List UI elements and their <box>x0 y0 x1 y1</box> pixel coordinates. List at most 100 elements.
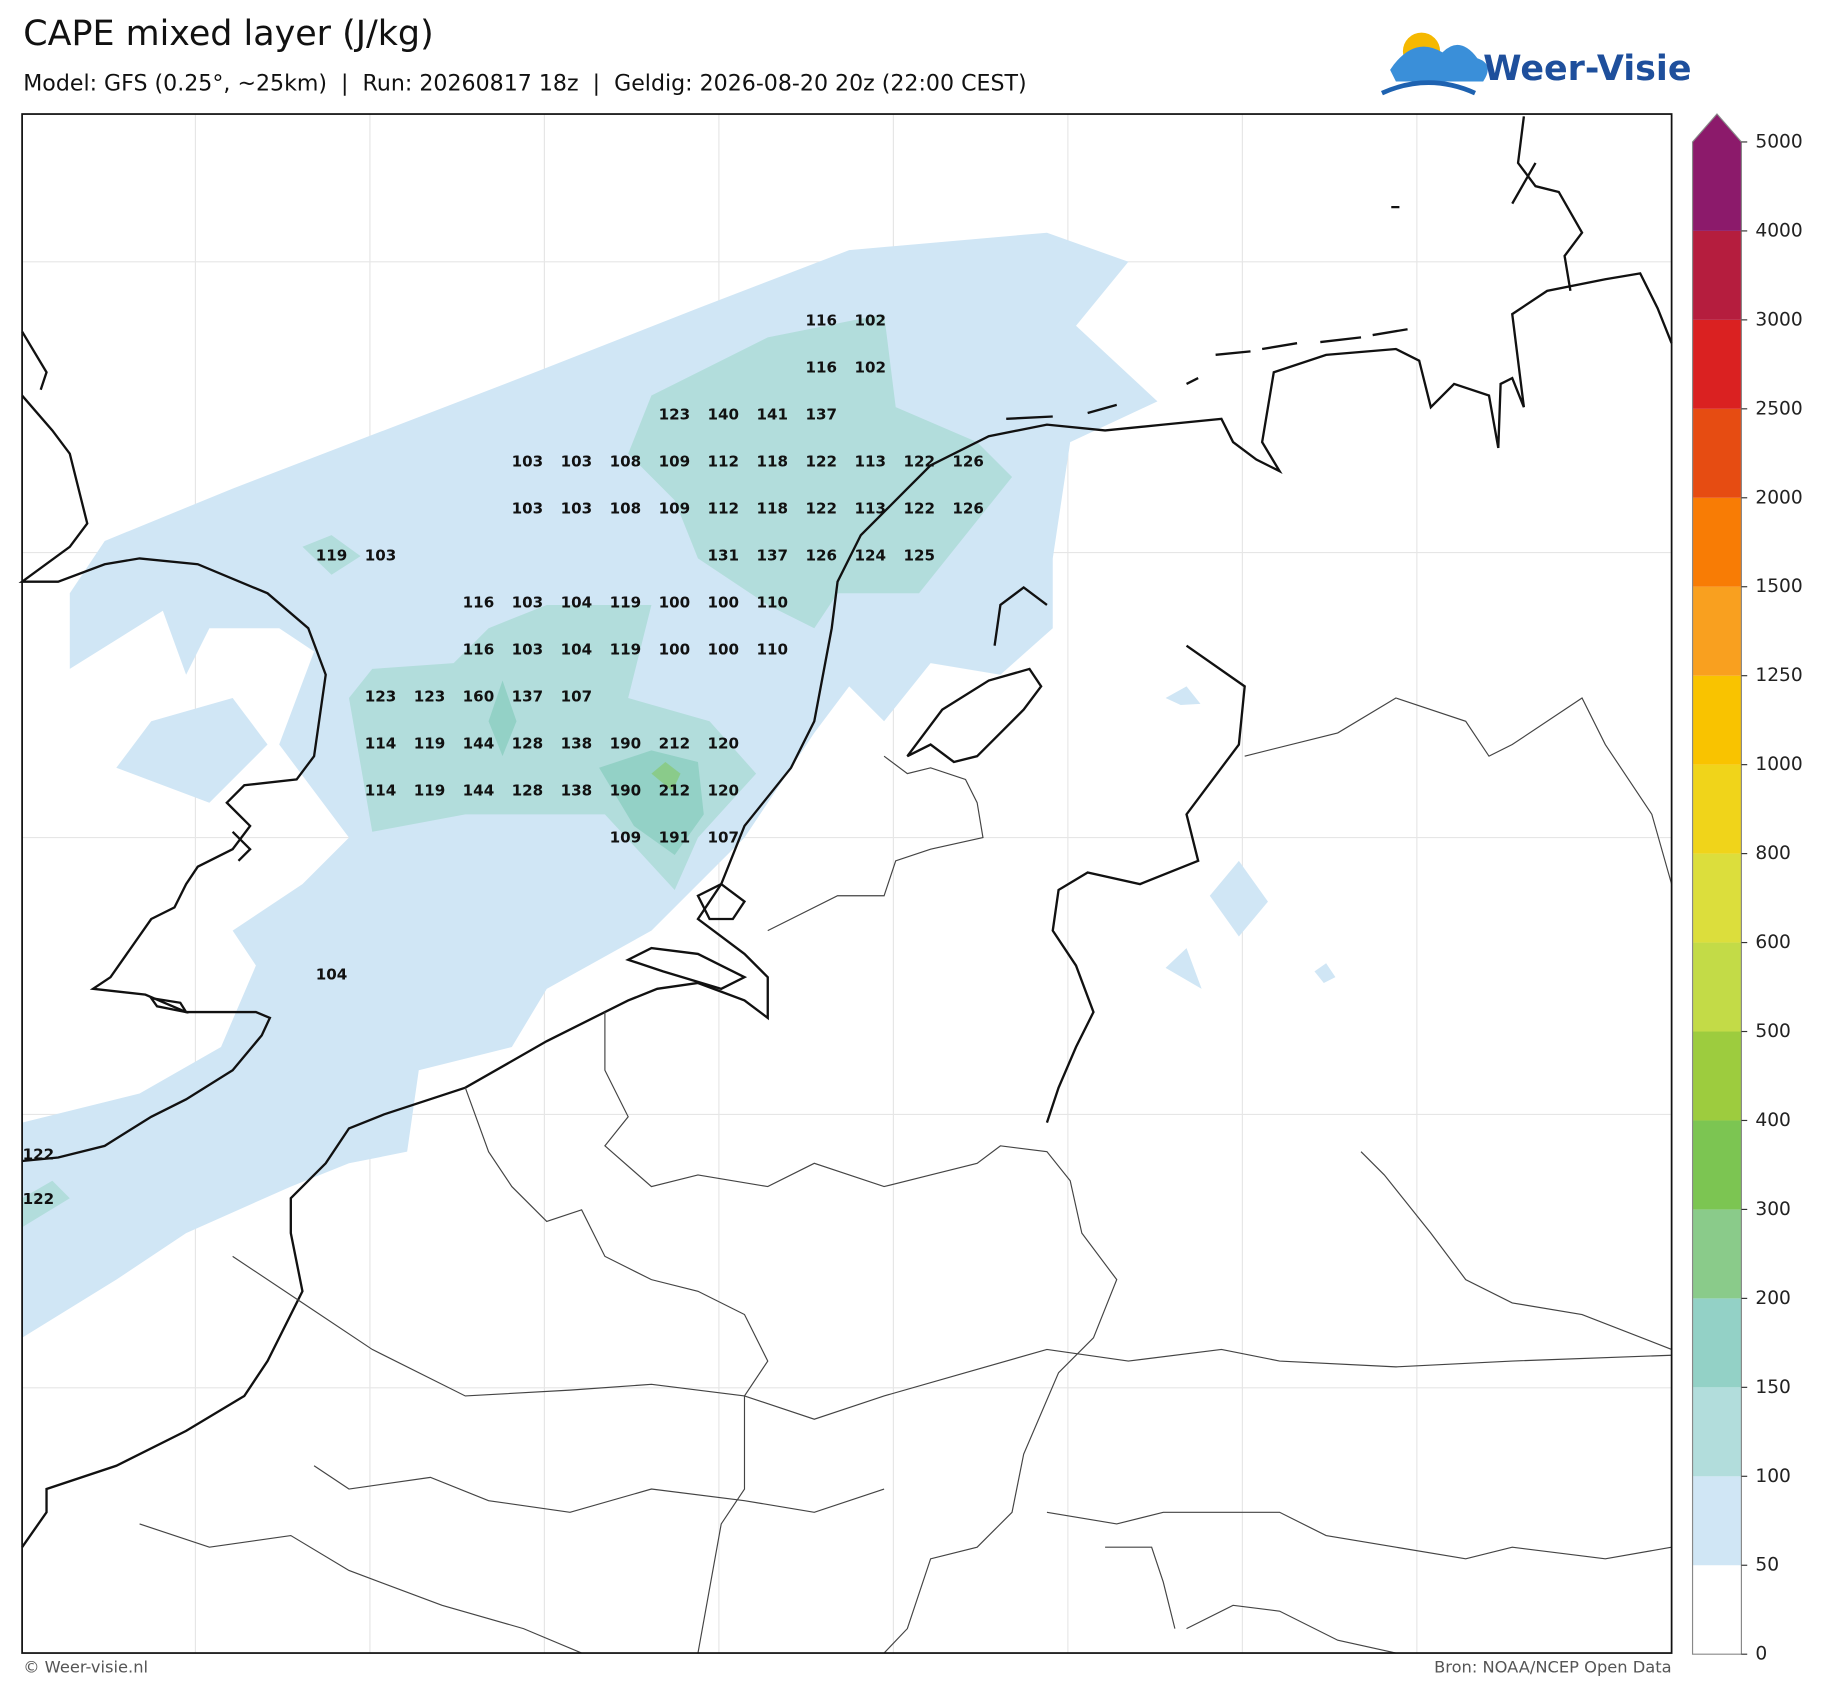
cape-value: 116 <box>805 312 837 330</box>
colorbar-tick-label: 300 <box>1755 1199 1791 1220</box>
cape-value: 100 <box>659 594 691 612</box>
colorbar-tick-label: 1500 <box>1755 576 1802 597</box>
colorbar-tick-label: 4000 <box>1755 220 1802 241</box>
colorbar-swatch <box>1692 1298 1742 1388</box>
cape-value: 114 <box>365 735 397 753</box>
colorbar-swatch <box>1692 497 1742 587</box>
footer-source: Bron: NOAA/NCEP Open Data <box>1434 1658 1672 1677</box>
colorbar-tick-label: 0 <box>1755 1644 1767 1665</box>
colorbar-tick-label: 1000 <box>1755 754 1802 775</box>
cape-value: 103 <box>512 453 544 471</box>
colorbar: 0 50 100 150 200 300 400 500 600 800 1000 1250 1500 2… <box>1691 113 1803 1665</box>
cape-value: 123 <box>659 406 691 424</box>
cape-value: 116 <box>805 359 837 377</box>
colorbar-outline <box>1691 113 1742 1655</box>
cape-value: 118 <box>757 453 789 471</box>
cape-value: 118 <box>757 500 789 518</box>
colorbar-swatch <box>1692 853 1742 943</box>
colorbar-swatch <box>1692 675 1742 765</box>
cape-value: 109 <box>610 829 642 847</box>
cape-value: 108 <box>610 453 642 471</box>
colorbar-tick-label: 150 <box>1755 1377 1791 1398</box>
cape-value: 103 <box>561 500 593 518</box>
footer-credit: © Weer-visie.nl <box>23 1658 148 1677</box>
cape-value: 114 <box>365 782 397 800</box>
colorbar-tick-label: 50 <box>1755 1555 1779 1576</box>
cape-labels: 116 102 116 102 123 140 141 137 103 103 108 109 112 1… <box>23 312 984 1208</box>
cape-value: 119 <box>414 735 446 753</box>
cape-value: 116 <box>463 641 495 659</box>
cape-value: 110 <box>757 594 789 612</box>
map: 116 102 116 102 123 140 141 137 103 103 108 109 112 1… <box>18 113 1673 1654</box>
colorbar-swatch <box>1692 1565 1742 1655</box>
colorbar-tick-label: 5000 <box>1755 131 1802 152</box>
cape-value: 100 <box>708 594 740 612</box>
cape-value: 160 <box>463 688 495 706</box>
cape-value: 104 <box>561 641 593 659</box>
cape-value: 112 <box>708 453 740 471</box>
colorbar-tick-label: 600 <box>1755 932 1791 953</box>
colorbar-tick-label: 1250 <box>1755 665 1802 686</box>
cape-value: 126 <box>805 547 837 565</box>
cape-value: 123 <box>414 688 446 706</box>
cape-value: 108 <box>610 500 642 518</box>
colorbar-swatch <box>1692 1120 1742 1210</box>
colorbar-extension <box>1692 114 1742 142</box>
colorbar-tick-label: 100 <box>1755 1466 1791 1487</box>
cape-value: 140 <box>708 406 740 424</box>
cape-value: 122 <box>23 1146 55 1164</box>
colorbar-swatch <box>1692 586 1742 676</box>
coastlines <box>18 116 1673 1548</box>
cape-value: 128 <box>512 782 544 800</box>
cape-value: 100 <box>708 641 740 659</box>
cape-value: 138 <box>561 782 593 800</box>
cape-value: 126 <box>952 500 984 518</box>
logo: Weer-Visie <box>1381 32 1692 96</box>
cape-value: 122 <box>903 500 935 518</box>
cape-value: 190 <box>610 782 642 800</box>
colorbar-tick-label: 500 <box>1755 1021 1791 1042</box>
cape-value: 110 <box>757 641 789 659</box>
cape-value: 144 <box>463 782 495 800</box>
cape-value: 120 <box>708 782 740 800</box>
cape-shading <box>22 232 1336 1338</box>
colorbar-swatch <box>1692 764 1742 854</box>
cape-value: 116 <box>463 594 495 612</box>
cape-value: 119 <box>610 641 642 659</box>
cape-value: 122 <box>805 453 837 471</box>
colorbar-swatch <box>1692 230 1742 320</box>
cape-value: 103 <box>512 594 544 612</box>
colorbar-tick-label: 3000 <box>1755 309 1802 330</box>
cape-value: 107 <box>708 829 740 847</box>
colorbar-tick-label: 200 <box>1755 1288 1791 1309</box>
cape-value: 122 <box>903 453 935 471</box>
cape-value: 112 <box>708 500 740 518</box>
colorbar-tick-label: 2500 <box>1755 398 1802 419</box>
colorbar-swatch <box>1692 319 1742 409</box>
cape-value: 119 <box>414 782 446 800</box>
cape-value: 122 <box>23 1190 55 1208</box>
cape-value: 124 <box>854 547 886 565</box>
cape-value: 119 <box>610 594 642 612</box>
colorbar-tick-label: 400 <box>1755 1110 1791 1131</box>
cape-value: 109 <box>659 500 691 518</box>
colorbar-tick-label: 800 <box>1755 843 1791 864</box>
subtitle: Model: GFS (0.25°, ~25km) | Run: 2026081… <box>23 70 1026 96</box>
cape-value: 107 <box>561 688 593 706</box>
cape-value: 103 <box>512 641 544 659</box>
cape-value: 103 <box>561 453 593 471</box>
cape-value: 109 <box>659 453 691 471</box>
cape-value: 138 <box>561 735 593 753</box>
cape-value: 126 <box>952 453 984 471</box>
colorbar-swatch <box>1692 1476 1742 1566</box>
cape-value: 119 <box>316 547 348 565</box>
cape-value: 102 <box>854 312 886 330</box>
colorbar-swatch <box>1692 942 1742 1032</box>
cape-value: 137 <box>757 547 789 565</box>
borders <box>139 697 1673 1654</box>
cape-value: 125 <box>903 547 935 565</box>
cape-value: 144 <box>463 735 495 753</box>
cape-value: 102 <box>854 359 886 377</box>
cape-value: 104 <box>561 594 593 612</box>
